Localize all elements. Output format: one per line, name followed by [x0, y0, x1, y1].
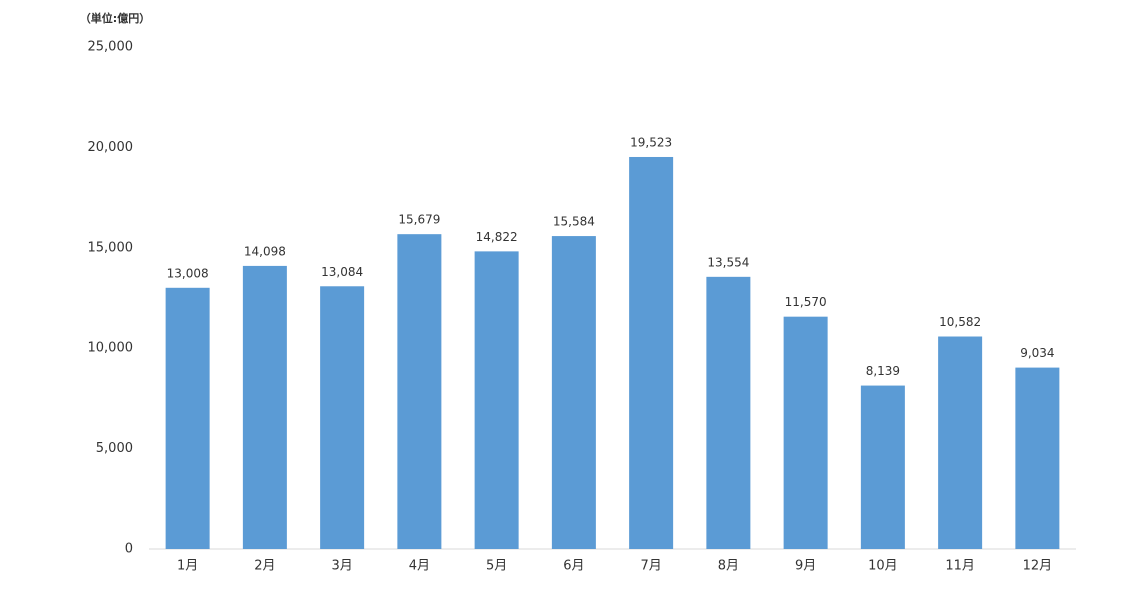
value-label: 14,098 — [244, 244, 286, 258]
x-tick-label: 10月 — [868, 559, 898, 574]
bar — [551, 236, 596, 549]
x-tick-label: 11月 — [945, 559, 975, 574]
x-tick-label: 6月 — [563, 559, 584, 574]
x-tick-label: 5月 — [486, 559, 507, 574]
x-tick-label: 9月 — [795, 559, 816, 574]
x-tick-label: 7月 — [640, 559, 661, 574]
x-tick-label: 1月 — [177, 559, 198, 574]
value-label: 13,084 — [321, 265, 363, 279]
bar — [397, 234, 442, 549]
y-tick-label: 15,000 — [88, 240, 134, 255]
x-tick-label: 4月 — [409, 559, 430, 574]
value-label: 14,822 — [476, 230, 518, 244]
bar — [938, 336, 983, 549]
y-tick-label: 0 — [125, 542, 133, 557]
bar — [242, 265, 287, 549]
value-label: 8,139 — [866, 364, 900, 378]
value-label: 13,554 — [707, 255, 749, 269]
bar — [706, 276, 751, 549]
x-tick-label: 8月 — [718, 559, 739, 574]
bar — [165, 287, 210, 549]
value-label: 11,570 — [785, 295, 827, 309]
bar — [860, 385, 905, 549]
bar — [783, 316, 828, 549]
bar — [474, 251, 519, 549]
value-label: 15,679 — [398, 213, 440, 227]
bar — [1015, 367, 1060, 549]
bar — [629, 156, 674, 550]
x-tick-label: 2月 — [254, 559, 275, 574]
unit-label: （単位:億円） — [80, 11, 150, 25]
value-label: 19,523 — [630, 135, 672, 149]
x-tick-label: 3月 — [331, 559, 352, 574]
value-label: 15,584 — [553, 215, 595, 229]
value-label: 10,582 — [939, 315, 981, 329]
bar — [320, 286, 365, 549]
y-tick-label: 5,000 — [96, 441, 133, 456]
y-tick-label: 20,000 — [88, 140, 134, 155]
y-tick-label: 10,000 — [88, 341, 134, 356]
y-tick-label: 25,000 — [88, 40, 134, 55]
value-label: 13,008 — [167, 266, 209, 280]
x-tick-label: 12月 — [1023, 559, 1053, 574]
value-label: 9,034 — [1020, 346, 1054, 360]
